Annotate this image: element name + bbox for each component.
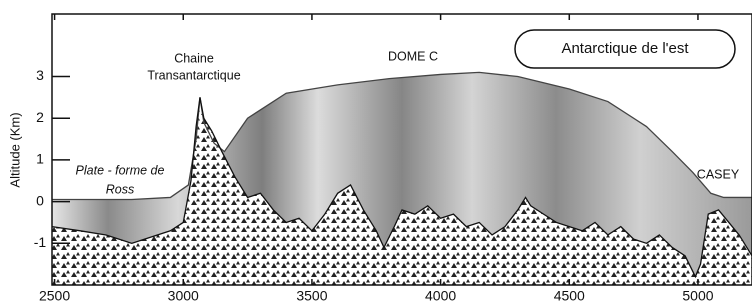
annotation: Plate - forme de bbox=[76, 163, 165, 177]
annotation: Chaine bbox=[174, 51, 214, 65]
annotation: DOME C bbox=[388, 49, 438, 63]
annotation: CASEY bbox=[697, 167, 740, 181]
x-tick-label: 3000 bbox=[168, 288, 199, 304]
chart: Altitude (Km) 2500 3000 3500 4000 4500 5000 -1… bbox=[0, 0, 752, 306]
x-tick-label: 2500 bbox=[39, 288, 70, 304]
y-tick-label: 1 bbox=[36, 151, 44, 167]
x-tick-label: 4000 bbox=[425, 288, 456, 304]
annotation: Antarctique de l'est bbox=[561, 40, 689, 57]
x-tick-label: 5000 bbox=[682, 288, 713, 304]
y-axis-label: Altitude (Km) bbox=[7, 112, 22, 187]
y-tick-label: 3 bbox=[36, 67, 44, 83]
y-tick-label: -1 bbox=[34, 234, 47, 250]
plot-area bbox=[52, 72, 752, 290]
y-tick-label: 2 bbox=[36, 109, 44, 125]
y-tick-label: 0 bbox=[36, 192, 44, 208]
annotation: Ross bbox=[106, 182, 134, 196]
x-tick-label: 4500 bbox=[554, 288, 585, 304]
annotation: Transantarctique bbox=[147, 68, 240, 82]
x-tick-label: 3500 bbox=[296, 288, 327, 304]
